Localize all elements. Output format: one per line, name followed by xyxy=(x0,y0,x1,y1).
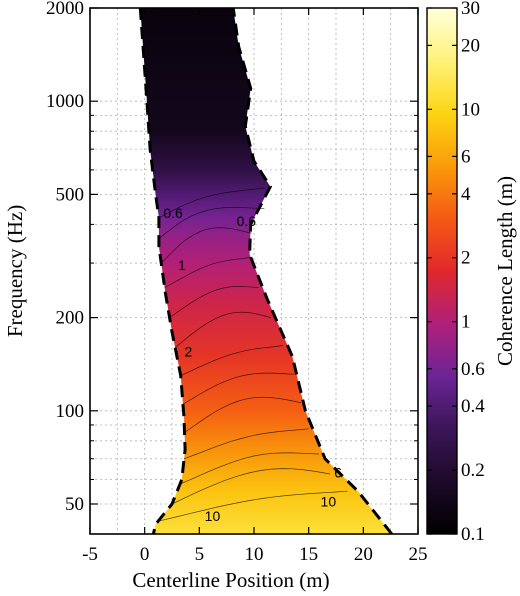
contour-line xyxy=(164,257,250,288)
x-tick-label: 5 xyxy=(195,544,205,565)
colorbar-tick-label: 10 xyxy=(461,99,480,120)
contour-line xyxy=(180,345,284,376)
colorbar-tick-label: 6 xyxy=(461,146,471,167)
x-tick-label: 20 xyxy=(354,544,373,565)
coherence-field xyxy=(140,8,392,534)
contour-line xyxy=(158,207,265,239)
colorbar-tick-label: 0.2 xyxy=(461,460,485,481)
colorbar-tick-label: 30 xyxy=(461,0,480,19)
colorbar-tick-label: 2 xyxy=(461,248,471,269)
x-tick-label: 25 xyxy=(409,544,428,565)
region-boundary-line xyxy=(138,8,393,534)
contour-line xyxy=(184,396,301,433)
contour-line xyxy=(179,452,319,485)
contour-line xyxy=(183,428,309,460)
contour-line xyxy=(160,227,252,264)
y-tick-label: 50 xyxy=(65,494,84,515)
colorbar-tick-label: 1 xyxy=(461,312,471,333)
colorbar-tick-label: 0.4 xyxy=(461,396,485,417)
contour-line xyxy=(174,311,271,348)
y-tick-label: 100 xyxy=(56,401,85,422)
y-tick-label: 2000 xyxy=(46,0,84,19)
x-axis-title: Centerline Position (m) xyxy=(132,568,329,592)
colorbar-tick-label: 0.6 xyxy=(461,359,485,380)
y-tick-label: 200 xyxy=(56,308,85,329)
contour-label: 10 xyxy=(321,494,337,510)
x-tick-label: -5 xyxy=(82,544,98,565)
x-tick-label: 10 xyxy=(245,544,264,565)
contour-label: 2 xyxy=(185,343,193,359)
contour-label: 6 xyxy=(334,464,342,480)
y-tick-label: 500 xyxy=(56,184,85,205)
y-tick-label: 1000 xyxy=(46,91,84,112)
contour-label: 0.6 xyxy=(163,205,183,221)
contour-lines xyxy=(158,187,348,522)
x-tick-label: 15 xyxy=(299,544,318,565)
contour-line xyxy=(182,372,295,405)
contour-line xyxy=(171,468,331,505)
colorbar xyxy=(426,7,458,535)
contour-label: 10 xyxy=(205,508,221,524)
contour-line xyxy=(169,286,259,318)
colorbar-tick-label: 4 xyxy=(461,184,471,205)
colorbar-title: Coherence Length (m) xyxy=(493,176,517,366)
contour-label: 0.6 xyxy=(237,213,257,229)
colorbar-tick-label: 0.1 xyxy=(461,524,485,545)
contour-labels: 0.6 0.6 1 2 6 10 10 xyxy=(163,205,342,524)
contour-line xyxy=(158,187,265,219)
axes: -5 0 5 10 15 20 25 50 100 200 500 1000 2000 xyxy=(46,0,428,565)
contour-line xyxy=(158,490,348,522)
colorbar-tick-label: 20 xyxy=(461,35,480,56)
contour-label: 1 xyxy=(178,257,186,273)
colorbar-ticks: 0.1 0.2 0.4 0.6 1 2 4 6 10 20 30 xyxy=(427,0,485,545)
y-axis-title: Frequency (Hz) xyxy=(3,205,27,337)
x-tick-label: 0 xyxy=(140,544,150,565)
